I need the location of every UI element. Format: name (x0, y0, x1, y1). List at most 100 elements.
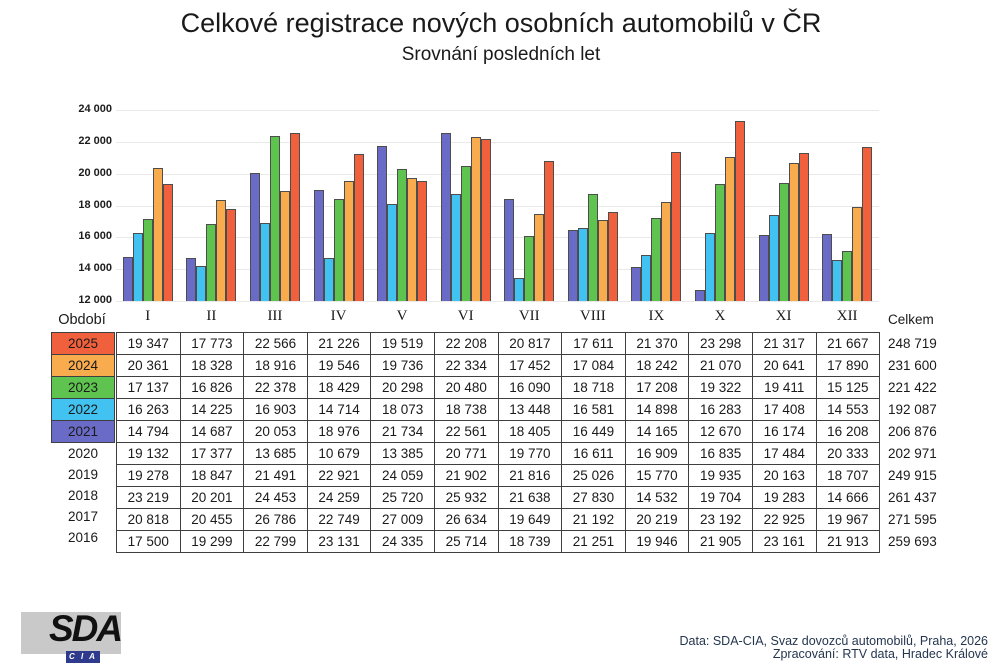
gridline (116, 301, 879, 302)
table-cell: 18 738 (433, 398, 499, 421)
bar-2025-IV (353, 154, 364, 301)
table-cell: 23 131 (306, 530, 372, 553)
table-row-2019: 19 278 18 847 21 491 22 921 24 059 21 902 21 8… (116, 464, 881, 487)
table-cell: 18 707 (815, 464, 881, 487)
bar-2024-III (279, 191, 290, 301)
bar-2021-III (249, 173, 260, 301)
table-cell: 19 704 (688, 486, 753, 509)
bar-2025-IX (671, 152, 682, 301)
bar-2022-II (196, 266, 207, 301)
table-cell: 21 902 (433, 464, 499, 487)
bar-2022-IV (323, 258, 334, 301)
total-cell-2016: 259 693 (888, 534, 937, 549)
table-cell: 19 770 (497, 442, 563, 465)
bar-group-V (370, 110, 434, 301)
table-cell: 13 385 (370, 442, 435, 465)
table-cell: 17 452 (497, 354, 563, 377)
bar-2023-II (206, 224, 217, 301)
table-cell: 27 009 (370, 508, 435, 531)
table-cell: 21 070 (688, 354, 753, 377)
table-cell: 16 208 (815, 420, 881, 443)
bar-2023-IV (333, 199, 344, 301)
table-cell: 19 736 (370, 354, 435, 377)
table-row-2016: 17 500 19 299 22 799 23 131 24 335 25 714 18 7… (116, 530, 881, 553)
y-tick-label: 14 000 (78, 262, 112, 275)
table-cell: 18 328 (179, 354, 245, 377)
table-cell: 14 165 (624, 420, 690, 443)
bar-2022-VI (450, 194, 461, 301)
table-cell: 17 611 (561, 332, 626, 355)
bar-2024-VI (470, 137, 481, 301)
bar-2024-VIII (597, 220, 608, 301)
bar-2022-I (132, 233, 143, 301)
table-cell: 21 905 (688, 530, 753, 553)
total-cell-2018: 261 437 (888, 490, 937, 505)
table-cell: 22 378 (243, 376, 308, 399)
gridline (116, 269, 879, 271)
bar-2023-I (142, 219, 153, 301)
table-cell: 24 453 (243, 486, 308, 509)
table-cell: 21 734 (370, 420, 435, 443)
table-cell: 21 192 (561, 508, 626, 531)
bar-2021-V (377, 146, 388, 301)
table-cell: 18 405 (497, 420, 563, 443)
logo-cia-badge: C I A (66, 651, 100, 663)
logo-background (21, 612, 121, 654)
month-label-V: V (396, 308, 408, 324)
table-cell: 20 053 (243, 420, 308, 443)
table-row-2025: 19 347 17 773 22 566 21 226 19 519 22 208 20 8… (116, 332, 881, 355)
table-row-2021: 14 794 14 687 20 053 18 976 21 734 22 561 18 4… (116, 420, 881, 443)
table-cell: 24 059 (370, 464, 435, 487)
y-tick-label: 24 000 (78, 103, 112, 115)
table-cell: 27 830 (561, 486, 626, 509)
chart-title: Celkové registrace nových osobních autom… (180, 8, 822, 38)
table-cell: 20 298 (370, 376, 435, 399)
bar-2021-X (694, 290, 705, 301)
bar-2022-VII (514, 278, 525, 301)
bar-group-IX (625, 110, 689, 301)
table-row-2023: 17 137 16 826 22 378 18 429 20 298 20 480 16 0… (116, 376, 881, 399)
table-cell: 22 921 (306, 464, 372, 487)
table-cell: 23 161 (751, 530, 817, 553)
bar-2022-VIII (577, 228, 588, 301)
table-cell: 22 566 (243, 332, 308, 355)
bar-2024-XI (788, 163, 799, 301)
month-label-VI: VI (457, 308, 474, 324)
bar-2023-VIII (587, 194, 598, 301)
table-cell: 20 817 (497, 332, 563, 355)
month-label-X: X (714, 308, 726, 324)
table-row-2018: 23 219 20 201 24 453 24 259 25 720 25 932 21 6… (116, 486, 881, 509)
table-cell: 23 298 (688, 332, 753, 355)
table-cell: 20 818 (116, 508, 181, 531)
table-cell: 21 491 (243, 464, 308, 487)
table-cell: 21 913 (815, 530, 881, 553)
table-cell: 14 794 (116, 420, 181, 443)
table-cell: 21 317 (751, 332, 817, 355)
year-cell-2020: 2020 (67, 446, 99, 461)
table-cell: 23 192 (688, 508, 753, 531)
chart-plot-area (116, 110, 879, 302)
table-cell: 16 611 (561, 442, 626, 465)
year-cell-2016: 2016 (67, 530, 99, 545)
total-cell-2025: 248 719 (888, 336, 937, 351)
table-cell: 16 090 (497, 376, 563, 399)
month-label-II: II (206, 308, 217, 324)
bar-2025-II (226, 209, 237, 301)
month-label-VIII: VIII (579, 308, 606, 324)
bar-2021-VIII (567, 230, 578, 301)
total-cell-2021: 206 876 (888, 424, 937, 439)
table-cell: 17 500 (116, 530, 181, 553)
y-tick-label: 22 000 (78, 134, 112, 147)
table-cell: 14 898 (624, 398, 690, 421)
bar-group-II (180, 110, 244, 301)
gridline (116, 173, 879, 175)
table-cell: 16 449 (561, 420, 626, 443)
bar-2025-VI (480, 139, 491, 301)
month-header-row: I II III IV V VI VII VIII IX X XI XII (116, 308, 879, 325)
table-cell: 19 283 (751, 486, 817, 509)
table-cell: 19 519 (370, 332, 435, 355)
table-cell: 22 208 (433, 332, 499, 355)
table-cell: 20 163 (751, 464, 817, 487)
total-cell-2019: 249 915 (888, 468, 937, 483)
month-label-III: III (267, 308, 283, 324)
